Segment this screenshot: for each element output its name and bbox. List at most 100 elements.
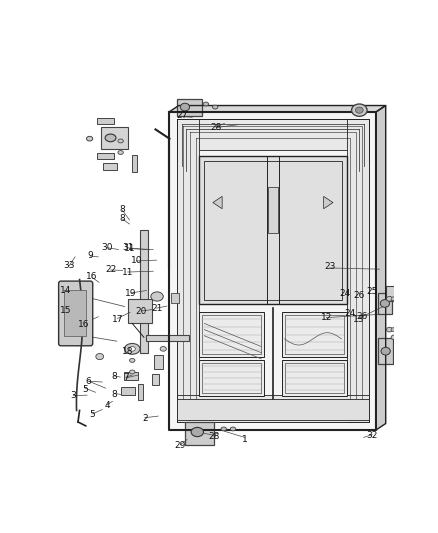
Ellipse shape	[391, 297, 396, 301]
Bar	[378, 293, 392, 314]
Bar	[282, 312, 347, 357]
Bar	[202, 315, 261, 354]
Ellipse shape	[203, 102, 208, 106]
Text: 19: 19	[125, 289, 137, 298]
Text: 20: 20	[136, 308, 147, 317]
Bar	[199, 360, 264, 397]
Ellipse shape	[391, 328, 396, 332]
Text: 31: 31	[122, 243, 134, 252]
Text: 14: 14	[60, 286, 72, 295]
Bar	[282, 360, 347, 397]
Bar	[146, 335, 189, 341]
Ellipse shape	[118, 151, 124, 155]
Text: 28: 28	[210, 123, 222, 132]
Text: 32: 32	[367, 431, 378, 440]
Bar	[154, 355, 163, 369]
Bar	[103, 163, 117, 170]
Text: 8: 8	[111, 372, 117, 381]
Text: 22: 22	[105, 265, 117, 274]
Text: 1: 1	[242, 435, 248, 444]
Bar	[204, 161, 342, 300]
Text: 12: 12	[321, 313, 332, 322]
Text: 21: 21	[151, 304, 162, 313]
Ellipse shape	[151, 292, 163, 301]
Ellipse shape	[87, 136, 93, 141]
Text: 28: 28	[208, 432, 220, 441]
Polygon shape	[324, 196, 333, 209]
Text: 13: 13	[353, 315, 364, 324]
Bar	[199, 312, 264, 357]
Bar	[378, 338, 393, 364]
Text: 26: 26	[356, 312, 367, 321]
Bar	[285, 363, 344, 393]
Text: 33: 33	[63, 261, 75, 270]
Text: 11: 11	[124, 244, 135, 253]
Text: 29: 29	[175, 441, 186, 450]
Ellipse shape	[381, 348, 390, 355]
Text: 16: 16	[78, 320, 89, 329]
Ellipse shape	[356, 107, 363, 113]
Text: 26: 26	[353, 290, 364, 300]
Polygon shape	[376, 106, 386, 430]
Bar	[171, 294, 179, 303]
Ellipse shape	[105, 134, 116, 142]
Text: 2: 2	[142, 415, 148, 423]
Text: 6: 6	[86, 377, 92, 386]
Text: 30: 30	[102, 243, 113, 252]
Bar	[177, 119, 369, 150]
Bar	[64, 289, 86, 336]
Text: 15: 15	[60, 306, 72, 314]
Ellipse shape	[386, 296, 392, 301]
Text: 10: 10	[131, 256, 142, 265]
Text: 18: 18	[122, 347, 134, 356]
Bar	[199, 156, 347, 304]
Ellipse shape	[124, 343, 140, 354]
Bar	[347, 119, 369, 422]
Bar	[386, 286, 397, 301]
Ellipse shape	[180, 103, 190, 111]
Text: 8: 8	[120, 205, 126, 214]
Bar	[177, 395, 369, 422]
Ellipse shape	[191, 427, 204, 437]
Text: 27: 27	[177, 111, 188, 120]
Text: 3: 3	[71, 391, 76, 400]
Bar	[285, 315, 344, 354]
Ellipse shape	[96, 353, 103, 360]
Polygon shape	[170, 106, 386, 112]
Bar	[101, 127, 128, 149]
Ellipse shape	[212, 105, 218, 109]
Text: 25: 25	[367, 287, 378, 296]
Bar	[120, 387, 134, 395]
Bar	[128, 299, 152, 324]
Bar	[132, 155, 137, 172]
Bar	[97, 154, 114, 159]
FancyBboxPatch shape	[59, 281, 93, 346]
Bar	[124, 372, 138, 379]
Polygon shape	[170, 112, 376, 430]
Ellipse shape	[386, 327, 392, 332]
Text: 5: 5	[82, 384, 88, 393]
Text: 8: 8	[120, 214, 126, 223]
Bar	[177, 99, 202, 116]
Text: 24: 24	[344, 309, 356, 318]
Polygon shape	[213, 196, 222, 209]
Ellipse shape	[230, 427, 236, 431]
Ellipse shape	[221, 427, 226, 431]
Ellipse shape	[129, 346, 135, 351]
Ellipse shape	[391, 335, 397, 340]
Text: 11: 11	[122, 268, 134, 277]
Ellipse shape	[160, 346, 166, 351]
Bar	[268, 187, 278, 233]
Bar	[140, 230, 148, 353]
Ellipse shape	[118, 139, 124, 143]
Ellipse shape	[352, 104, 367, 116]
Ellipse shape	[380, 300, 389, 308]
Bar	[97, 118, 114, 124]
Text: 9: 9	[88, 251, 93, 260]
Bar	[152, 374, 159, 385]
Bar	[177, 399, 369, 421]
Text: 16: 16	[86, 272, 98, 281]
Text: 4: 4	[105, 401, 110, 410]
Ellipse shape	[130, 359, 135, 362]
Text: 23: 23	[324, 262, 336, 271]
